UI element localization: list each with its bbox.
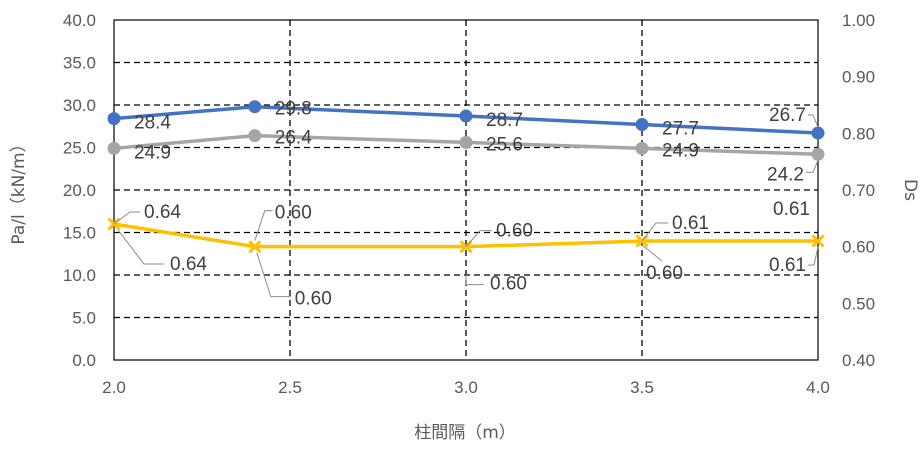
y-left-tick-label: 25.0 — [63, 139, 96, 158]
x-tick-label: 2.0 — [102, 378, 126, 397]
data-label: 0.60 — [646, 263, 683, 284]
leader-line — [808, 114, 819, 128]
data-label: 0.64 — [170, 254, 207, 275]
x-tick-label: 3.5 — [630, 378, 654, 397]
data-label: 28.7 — [486, 110, 523, 131]
x-tick-label: 3.0 — [454, 378, 478, 397]
y-left-tick-label: 20.0 — [63, 181, 96, 200]
data-label: 0.60 — [496, 221, 533, 242]
y-left-tick-label: 0.0 — [72, 351, 96, 370]
data-label: 24.9 — [662, 140, 699, 161]
data-point — [635, 118, 649, 132]
leader-line — [256, 252, 291, 298]
data-point — [248, 240, 262, 254]
plot-area — [113, 19, 819, 361]
y-left-tick-label: 35.0 — [63, 54, 96, 73]
data-point — [248, 100, 262, 114]
y-left-tick-label: 15.0 — [63, 224, 96, 243]
gridlines — [114, 20, 818, 360]
leader-line — [806, 160, 819, 173]
data-label: 0.61 — [769, 255, 806, 276]
data-label: 0.61 — [672, 213, 709, 234]
data-point — [248, 129, 262, 143]
tick-labels: 0.0 5.0 10.0 15.0 20.0 25.0 30.0 35.0 40.0 0.40 0.… — [63, 11, 875, 397]
y-right-tick-label: 0.80 — [842, 124, 875, 143]
y-axis-right-title: Ds — [900, 179, 920, 201]
data-label: 0.60 — [275, 203, 312, 224]
data-point — [107, 141, 121, 155]
data-label: 28.4 — [134, 113, 171, 134]
y-left-tick-label: 40.0 — [63, 11, 96, 30]
leader-line — [808, 246, 819, 266]
y-left-tick-label: 5.0 — [72, 309, 96, 328]
y-right-tick-label: 0.50 — [842, 294, 875, 313]
y-left-tick-label: 30.0 — [63, 96, 96, 115]
data-point — [811, 126, 825, 140]
data-label: 25.6 — [486, 134, 523, 155]
data-label: 0.61 — [773, 199, 810, 220]
y-right-tick-label: 0.90 — [842, 68, 875, 87]
y-left-tick-label: 10.0 — [63, 266, 96, 285]
data-point — [459, 135, 473, 149]
data-label: 24.9 — [134, 142, 171, 163]
data-label: 26.7 — [769, 105, 806, 126]
data-label: 24.2 — [767, 164, 804, 185]
leader-line — [113, 211, 140, 225]
data-point — [811, 147, 825, 161]
data-label: 26.4 — [275, 128, 312, 149]
x-tick-label: 4.0 — [806, 378, 830, 397]
data-label: 27.7 — [662, 119, 699, 140]
y-right-tick-label: 0.60 — [842, 238, 875, 257]
leader-line — [465, 274, 484, 286]
data-point — [811, 234, 825, 248]
y-right-tick-label: 1.00 — [842, 11, 875, 30]
data-labels: 28.4 29.8 28.7 27.7 26.7 24.9 26.4 25.6 24.9 24.2… — [113, 99, 819, 310]
y-axis-left-title: Pa/l（kN/m） — [9, 135, 29, 244]
data-label: 0.64 — [144, 202, 181, 223]
y-right-tick-label: 0.40 — [842, 351, 875, 370]
leader-line — [254, 210, 273, 241]
leader-line — [465, 230, 492, 247]
leader-line — [641, 222, 668, 242]
data-label: 0.60 — [295, 289, 332, 310]
x-axis-title: 柱間隔（m） — [414, 423, 516, 443]
x-tick-label: 2.5 — [278, 378, 302, 397]
data-point — [635, 141, 649, 155]
y-right-tick-label: 0.70 — [842, 181, 875, 200]
data-label: 0.60 — [490, 274, 527, 295]
leader-line — [117, 229, 164, 265]
leader-line — [641, 244, 663, 262]
data-point — [107, 112, 121, 126]
data-point — [459, 109, 473, 123]
data-label: 29.8 — [275, 99, 312, 120]
